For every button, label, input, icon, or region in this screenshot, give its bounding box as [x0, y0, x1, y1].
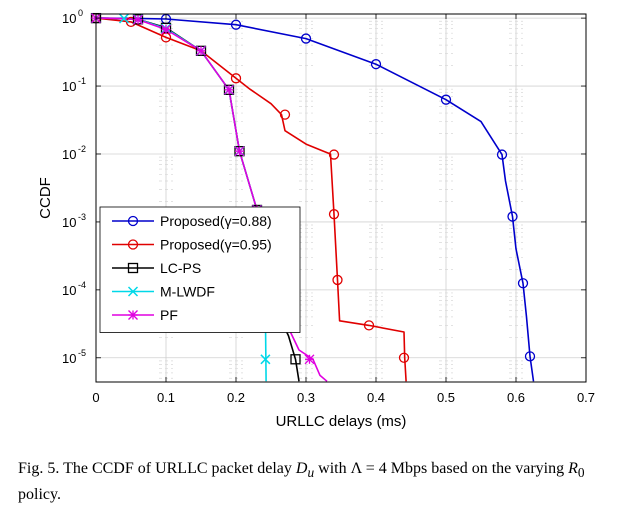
- figure-caption: Fig. 5. The CCDF of URLLC packet delay D…: [18, 458, 630, 506]
- legend-entry: PF: [112, 307, 178, 323]
- legend-marker: [128, 310, 138, 320]
- y-tick-exponent: -5: [78, 348, 86, 358]
- series-marker-0: [524, 351, 536, 362]
- series-marker-1: [363, 320, 375, 331]
- marker-stroke: [127, 286, 139, 297]
- caption-text-after: policy.: [18, 486, 61, 504]
- legend-label: Proposed(γ=0.88): [160, 213, 272, 229]
- series-marker-1: [328, 209, 340, 220]
- legend: Proposed(γ=0.88) Proposed(γ=0.95) LC-PS M-L…: [99, 206, 301, 333]
- series-marker-4: [224, 84, 234, 95]
- series-marker-0: [300, 33, 312, 44]
- series-marker-0: [440, 94, 452, 105]
- x-tick-label: 0.2: [227, 390, 245, 405]
- x-tick-label: 0.4: [367, 390, 385, 405]
- x-tick-label: 0.7: [577, 390, 595, 405]
- x-tick-label: 0.5: [437, 390, 455, 405]
- caption-text-with: with: [318, 460, 347, 477]
- series-marker-4: [133, 14, 143, 25]
- y-tick-label: 10 -4: [62, 280, 86, 298]
- series-marker-1: [328, 149, 340, 160]
- legend-entry: Proposed(γ=0.95): [112, 237, 272, 253]
- plot-frame: [95, 13, 587, 383]
- y-tick-base: 10: [62, 351, 76, 366]
- y-tick-base: 10: [62, 147, 76, 162]
- series-marker-0: [517, 278, 529, 289]
- series-marker-3: [260, 354, 271, 365]
- x-tick-label: 0: [92, 390, 99, 405]
- y-tick-exponent: -1: [78, 76, 86, 86]
- marker-stroke: [118, 13, 130, 24]
- series-marker-2: [290, 354, 301, 365]
- y-tick-label: 10 -5: [62, 348, 86, 366]
- legend-label: LC-PS: [160, 260, 201, 276]
- caption-var-r-sub: 0: [577, 465, 585, 481]
- legend-label: PF: [160, 307, 178, 323]
- series-marker-4: [234, 146, 245, 157]
- y-tick-base: 10: [62, 283, 76, 298]
- legend-label: Proposed(γ=0.95): [160, 237, 272, 253]
- x-axis-label: URLLC delays (ms): [276, 413, 407, 430]
- legend-marker: [127, 262, 139, 274]
- y-axis-label: CCDF: [37, 177, 54, 219]
- y-tick-exponent: -3: [78, 212, 86, 222]
- y-tick-label: 10 -1: [62, 76, 86, 94]
- y-tick-exponent: -4: [78, 280, 86, 290]
- series-marker-4: [161, 24, 171, 35]
- caption-eq-rate: = 4 Mbps based on the varying: [365, 460, 565, 477]
- series-marker-4: [304, 354, 315, 365]
- legend-entry: Proposed(γ=0.88): [112, 213, 272, 229]
- legend-marker: [127, 239, 139, 250]
- caption-var-lambda: Λ: [350, 460, 362, 477]
- x-tick-label: 0.1: [157, 390, 175, 405]
- caption-var-delay: D: [295, 460, 308, 477]
- legend-entry: LC-PS: [112, 260, 201, 276]
- series-marker-1: [332, 274, 343, 286]
- x-tick-label: 0.6: [507, 390, 525, 405]
- caption-label: Fig. 5.: [18, 460, 60, 477]
- caption-text-before: The CCDF of URLLC packet delay: [63, 460, 292, 477]
- y-tick-exponent: -2: [78, 144, 86, 154]
- x-tick-label: 0.3: [297, 390, 315, 405]
- series-marker-1: [398, 352, 410, 363]
- caption-var-r: R: [568, 460, 578, 477]
- legend-entry: M-LWDF: [112, 284, 215, 300]
- y-tick-label: 10 -3: [62, 212, 86, 230]
- y-tick-exponent: 0: [78, 8, 83, 18]
- legend-marker: [127, 286, 139, 297]
- series-marker-1: [230, 73, 242, 84]
- y-tick-base: 10: [62, 11, 76, 26]
- series-marker-0: [230, 19, 242, 30]
- series-marker-1: [279, 109, 291, 120]
- series-marker-0: [370, 59, 382, 70]
- series-marker-0: [507, 211, 518, 222]
- marker-stroke: [260, 354, 271, 365]
- caption-var-delay-sub: u: [307, 465, 315, 481]
- y-tick-label: 10 -2: [62, 144, 86, 162]
- series-marker-0: [496, 149, 508, 160]
- y-tick-base: 10: [62, 79, 76, 94]
- series-marker-3: [118, 13, 130, 24]
- series-line-0: [95, 17, 535, 382]
- legend-marker: [127, 215, 139, 227]
- y-tick-label: 10 0: [62, 8, 83, 26]
- legend-label: M-LWDF: [160, 284, 215, 300]
- series-marker-4: [196, 45, 206, 56]
- y-tick-base: 10: [62, 215, 76, 230]
